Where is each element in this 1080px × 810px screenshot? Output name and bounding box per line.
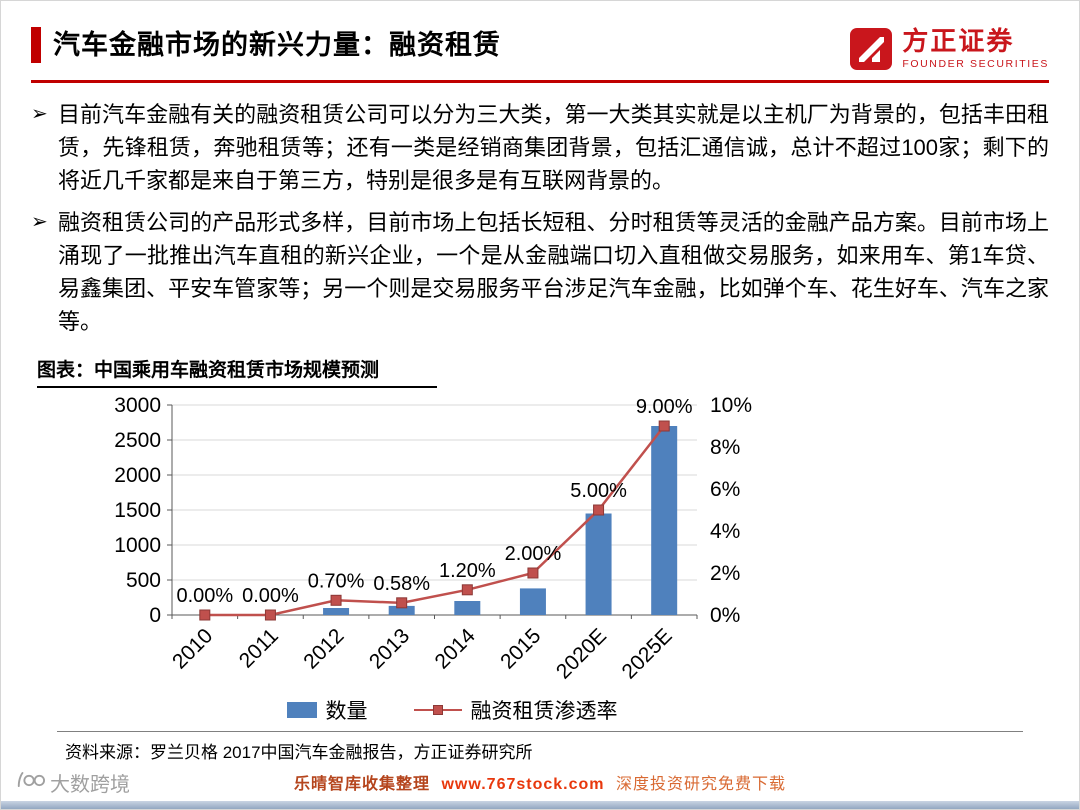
- svg-text:0: 0: [149, 604, 161, 627]
- bullet-text-1: 目前汽车金融有关的融资租赁公司可以分为三大类，第一大类其实就是以主机厂为背景的，…: [58, 102, 1049, 193]
- logo-text-cn: 方正证券: [902, 26, 1015, 56]
- bullet-item: ➢ 融资租赁公司的产品形式多样，目前市场上包括长短租、分时租赁等灵活的金融产品方…: [31, 206, 1049, 338]
- svg-text:2012: 2012: [299, 624, 348, 673]
- source-note: 资料来源：罗兰贝格 2017中国汽车金融报告，方正证券研究所: [57, 731, 1023, 763]
- legend-item-bars: 数量: [286, 695, 368, 725]
- svg-text:0%: 0%: [710, 604, 740, 627]
- legend-label-bars: 数量: [325, 700, 368, 723]
- svg-text:2025E: 2025E: [618, 624, 677, 683]
- chart-area: 0 500 1000 1500 2000 2500 3000 0% 2% 4% 6% 8% 10% 201…: [57, 390, 1049, 725]
- svg-text:0.58%: 0.58%: [373, 573, 430, 595]
- svg-text:2020E: 2020E: [552, 624, 611, 683]
- svg-text:4%: 4%: [710, 520, 740, 543]
- bar-series-swatch-icon: [286, 702, 317, 718]
- legend-item-line: 融资租赁渗透率: [413, 695, 618, 725]
- svg-text:2013: 2013: [365, 624, 414, 673]
- slide-body: ➢ 目前汽车金融有关的融资租赁公司可以分为三大类，第一大类其实就是以主机厂为背景…: [31, 98, 1049, 794]
- header: 汽车金融市场的新兴力量：融资租赁 方正证券 FOUNDER SECURITIES: [31, 27, 1049, 83]
- svg-text:2%: 2%: [710, 562, 740, 585]
- watermark-suffix: 深度投资研究免费下载: [615, 776, 786, 793]
- svg-text:1000: 1000: [114, 534, 161, 557]
- svg-text:5.00%: 5.00%: [570, 480, 627, 502]
- bullet-arrow-icon: ➢: [31, 103, 48, 125]
- chart-legend: 数量 融资租赁渗透率: [57, 695, 847, 725]
- svg-text:2.00%: 2.00%: [505, 543, 562, 565]
- market-chart: 0 500 1000 1500 2000 2500 3000 0% 2% 4% 6% 8% 10% 201…: [114, 394, 752, 683]
- bullet-text-2: 融资租赁公司的产品形式多样，目前市场上包括长短租、分时租赁等灵活的金融产品方案。…: [58, 210, 1049, 334]
- legend-label-line: 融资租赁渗透率: [470, 700, 618, 723]
- dashu-brand-label: 大数跨境: [50, 774, 130, 796]
- svg-text:0.70%: 0.70%: [308, 570, 365, 592]
- header-divider: [31, 80, 1049, 83]
- bullet-item: ➢ 目前汽车金融有关的融资租赁公司可以分为三大类，第一大类其实就是以主机厂为背景…: [31, 98, 1049, 197]
- bullet-list: ➢ 目前汽车金融有关的融资租赁公司可以分为三大类，第一大类其实就是以主机厂为背景…: [31, 98, 1049, 338]
- svg-text:9.00%: 9.00%: [636, 396, 693, 418]
- founder-securities-logo: 方正证券 FOUNDER SECURITIES: [849, 27, 1049, 71]
- founder-logo-icon: [849, 27, 893, 71]
- svg-text:2011: 2011: [235, 624, 283, 672]
- svg-text:10%: 10%: [710, 394, 752, 417]
- title-accent-bar: [31, 27, 41, 63]
- watermark-prefix: 乐晴智库收集整理: [294, 776, 431, 793]
- svg-text:6%: 6%: [710, 478, 740, 501]
- svg-text:0.00%: 0.00%: [176, 585, 233, 607]
- logo-text-en: FOUNDER SECURITIES: [902, 58, 1049, 70]
- bullet-arrow-icon: ➢: [31, 211, 48, 233]
- watermark-url: www.767stock.com: [441, 776, 605, 793]
- svg-text:1500: 1500: [114, 499, 161, 522]
- svg-text:2014: 2014: [431, 624, 481, 674]
- line-series-swatch-icon: [413, 704, 462, 716]
- chart-caption: 图表：中国乘用车融资租赁市场规模预测: [37, 355, 438, 388]
- svg-text:2500: 2500: [114, 429, 161, 452]
- bottom-strip: [1, 801, 1079, 809]
- svg-text:2010: 2010: [168, 624, 217, 673]
- dashu-logo-icon: [15, 769, 45, 796]
- svg-text:0.00%: 0.00%: [242, 585, 299, 607]
- svg-text:2015: 2015: [496, 624, 545, 673]
- svg-text:3000: 3000: [114, 394, 161, 417]
- svg-text:8%: 8%: [710, 436, 740, 459]
- svg-text:2000: 2000: [114, 464, 161, 487]
- dashu-brand: 大数跨境: [15, 768, 130, 797]
- page-title: 汽车金融市场的新兴力量：融资租赁: [53, 30, 501, 60]
- svg-text:1.20%: 1.20%: [439, 560, 496, 582]
- svg-text:500: 500: [126, 569, 161, 592]
- watermark-line: 乐晴智库收集整理 www.767stock.com 深度投资研究免费下载: [31, 770, 1049, 794]
